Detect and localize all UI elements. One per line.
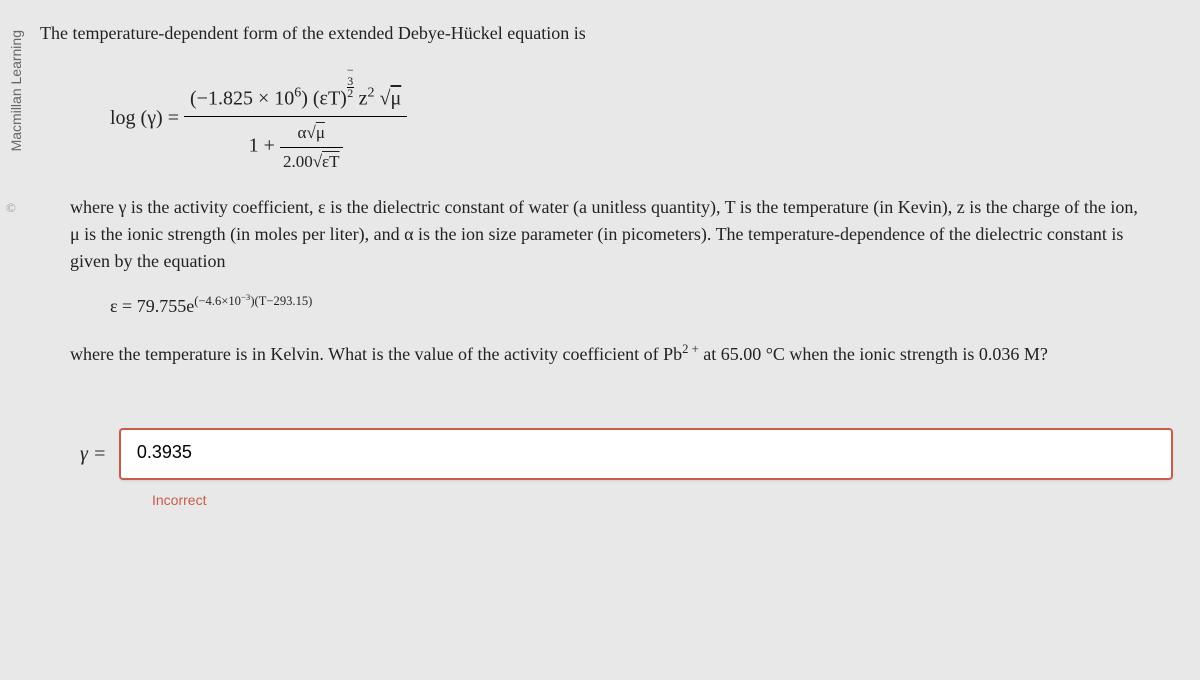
question-content: The temperature-dependent form of the ex… [40,20,1190,511]
feedback-text: Incorrect [152,490,1190,511]
intro-text: The temperature-dependent form of the ex… [40,20,1190,47]
mu: μ [316,123,325,142]
num-sqrt: μ [390,87,401,109]
eps-exp-tail: )(T−293.15) [250,294,312,308]
eq-numerator: (−1.825 × 106) (εT)−32 z2 √μ [184,65,407,117]
eps-equation: ε = 79.755e(−4.6×10−3)(T−293.15) [110,291,1190,320]
coeff200: 2.00 [283,152,313,171]
paragraph-1: where γ is the activity coefficient, ε i… [70,194,1140,275]
copyright-symbol: © [6,200,16,216]
den-inner-frac: α√μ 2.00√εT [280,120,343,174]
eps-exp-exp: −3 [241,292,250,302]
answer-area: γ = Incorrect [80,428,1190,511]
answer-input[interactable] [121,430,1151,475]
eq-lhs: log (γ) = [110,107,179,129]
paragraph-2: where the temperature is in Kelvin. What… [70,340,1140,368]
den-one: 1 + [249,135,275,157]
eps-lhs: ε = 79.755e [110,296,194,316]
et: εT [322,152,340,171]
eps-exp-a: (−4.6×10 [194,294,241,308]
num-mid: ) (εT) [301,87,347,109]
eq-fraction: (−1.825 × 106) (εT)−32 z2 √μ 1 + α√μ 2.0… [184,65,407,174]
alpha: α [298,123,307,142]
publisher-label: Macmillan Learning [8,30,24,151]
para2-sup: 2 + [682,342,699,356]
eps-exp: (−4.6×10−3)(T−293.15) [194,294,312,308]
num-z: z [354,87,368,109]
num-coeff: (−1.825 × 10 [190,87,294,109]
answer-label: γ = [80,439,106,469]
eq-denominator: 1 + α√μ 2.00√εT [184,117,407,174]
den-inner-num: α√μ [280,120,343,148]
den-inner-den: 2.00√εT [280,148,343,175]
para2-b: at 65.00 °C when the ionic strength is 0… [703,344,1048,364]
para2-a: where the temperature is in Kelvin. What… [70,344,682,364]
sf-d: 2 [347,88,354,99]
num-exp-frac: −32 [347,65,354,98]
main-equation: log (γ) = (−1.825 × 106) (εT)−32 z2 √μ 1… [110,65,1190,174]
answer-box[interactable] [119,428,1173,480]
num-z-exp: 2 [368,86,375,101]
